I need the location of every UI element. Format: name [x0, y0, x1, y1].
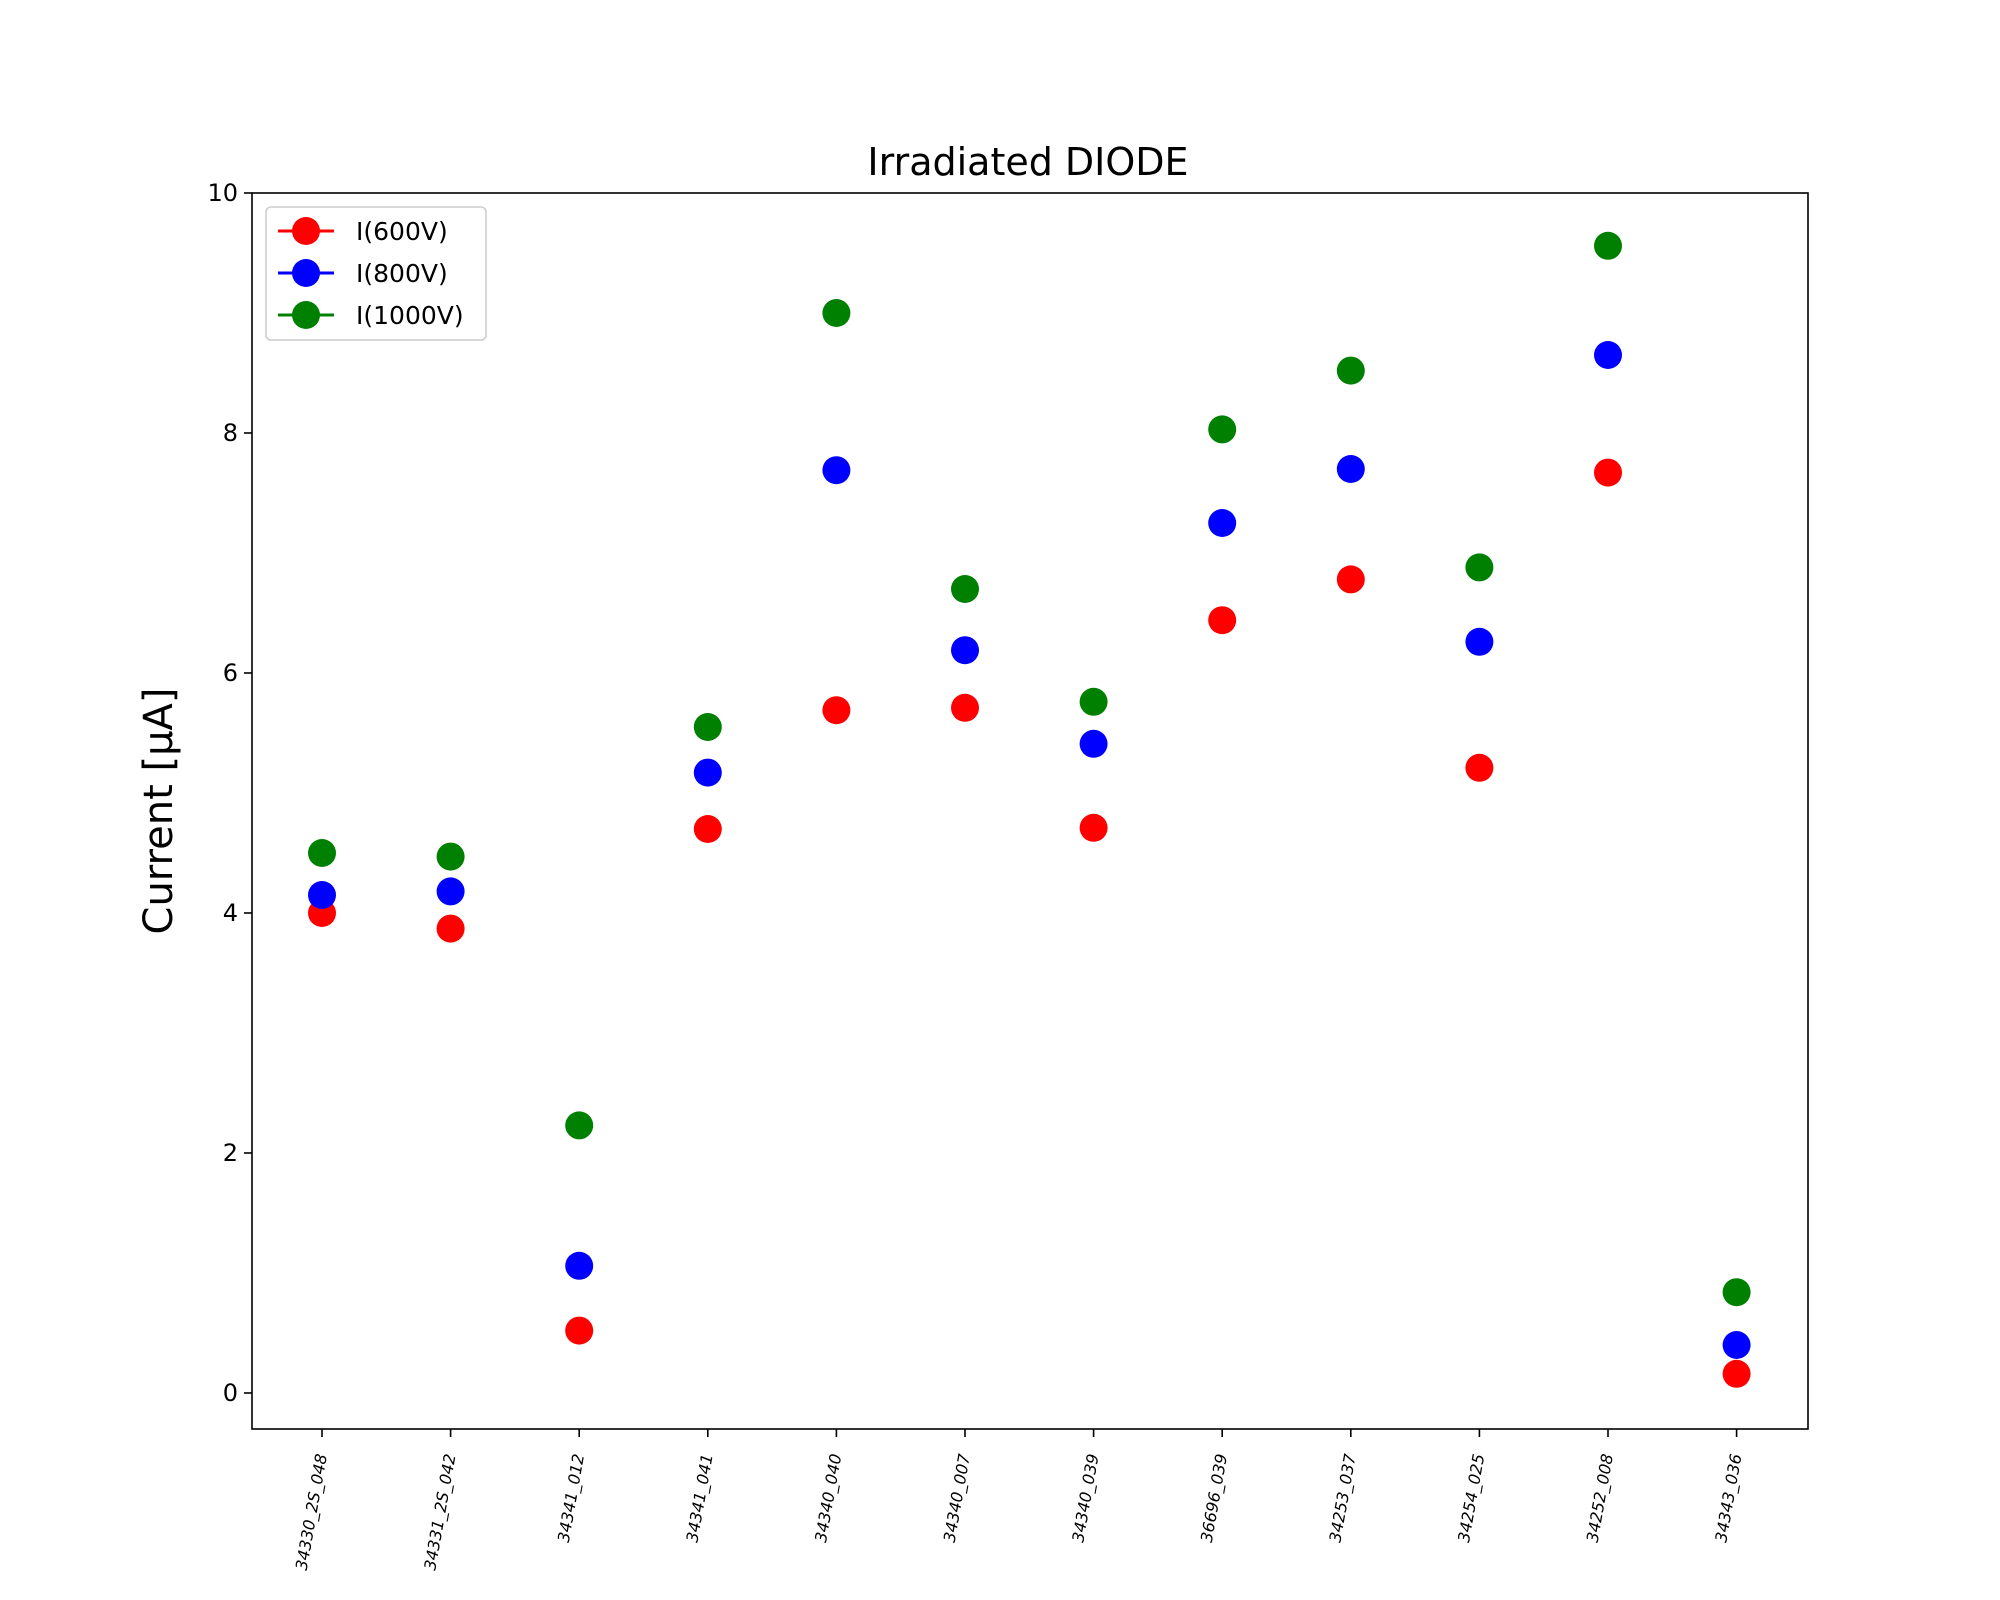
plot-frame [251, 192, 1809, 1430]
data-point [436, 842, 465, 871]
legend-marker [292, 301, 320, 329]
data-point [1208, 415, 1237, 444]
y-tick-label: 8 [223, 419, 238, 447]
data-point [1594, 341, 1622, 369]
data-point [1722, 1359, 1751, 1388]
data-point [1465, 553, 1494, 582]
data-point [436, 914, 465, 943]
data-point [1079, 813, 1108, 842]
data-point [822, 299, 851, 327]
y-tick-label: 10 [207, 179, 238, 207]
data-point [1722, 1331, 1751, 1359]
data-point [565, 1111, 594, 1140]
data-point [1079, 729, 1108, 758]
data-point [1465, 753, 1494, 782]
data-point [951, 575, 979, 603]
y-tick-label: 2 [223, 1139, 238, 1167]
data-point [1336, 455, 1365, 483]
legend: I(600V) I(800V) I(1000V) [265, 206, 487, 341]
y-tick-label: 0 [223, 1379, 238, 1407]
data-point [822, 456, 851, 485]
data-point [308, 839, 336, 867]
data-point [693, 815, 722, 843]
data-point [1336, 565, 1365, 594]
data-point [1594, 231, 1622, 260]
data-point [1722, 1278, 1751, 1307]
data-point [1079, 687, 1108, 716]
data-point [436, 877, 465, 906]
data-point [822, 696, 851, 725]
data-point [693, 713, 722, 741]
data-point [565, 1316, 594, 1345]
data-point [1336, 356, 1365, 385]
data-point [308, 881, 336, 909]
data-point [951, 693, 979, 722]
data-point [565, 1251, 594, 1280]
y-axis-label: Current [μA] [136, 688, 182, 935]
data-points [308, 231, 1751, 1388]
y-axis: 0 2 4 6 8 10 [207, 179, 252, 1407]
legend-box [265, 206, 487, 341]
data-point [1208, 606, 1237, 635]
data-point [1465, 627, 1494, 656]
y-tick-label: 4 [223, 899, 238, 927]
legend-marker [292, 217, 320, 245]
data-point [1594, 458, 1622, 487]
legend-label: I(1000V) [356, 301, 464, 330]
data-point [951, 636, 979, 665]
chart-title: Irradiated DIODE [867, 140, 1188, 184]
legend-marker [292, 259, 320, 287]
data-point [693, 758, 722, 787]
legend-label: I(600V) [356, 217, 448, 246]
y-tick-label: 6 [223, 659, 238, 687]
legend-label: I(800V) [356, 259, 448, 288]
data-point [1208, 509, 1237, 537]
